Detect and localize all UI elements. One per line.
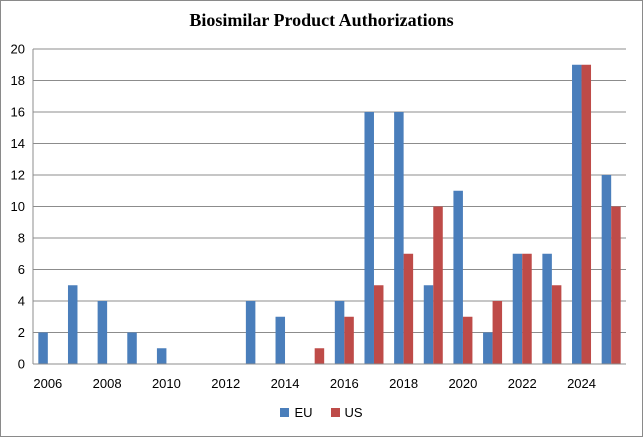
bar-eu — [275, 316, 286, 364]
chart-title: Biosimilar Product Authorizations — [189, 10, 454, 30]
bar-us — [611, 206, 621, 364]
y-tick-label: 16 — [11, 105, 25, 120]
y-tick-label: 4 — [18, 294, 25, 309]
x-tick-label: 2012 — [211, 376, 240, 391]
y-tick-label: 2 — [18, 325, 25, 340]
axes — [32, 49, 626, 365]
legend-swatch-us — [330, 408, 340, 417]
bar-eu — [97, 301, 108, 364]
y-tick-label: 18 — [11, 73, 25, 88]
y-tick-labels: 0 2 4 6 8 10 12 14 16 18 20 — [11, 42, 25, 372]
bar-eu — [127, 332, 137, 364]
bar-eu — [572, 64, 582, 364]
bar-us — [433, 206, 443, 364]
bar-eu — [512, 253, 523, 364]
bar-us — [551, 285, 562, 364]
y-tick-label: 10 — [11, 199, 25, 214]
gridlines — [33, 48, 626, 333]
x-tick-label: 2020 — [448, 376, 477, 391]
bars — [38, 64, 621, 364]
bar-eu — [334, 301, 345, 364]
bar-eu — [364, 112, 374, 364]
legend-item-us: US — [330, 405, 363, 420]
bar-eu — [67, 285, 78, 364]
legend-swatch-eu — [280, 408, 290, 417]
bar-eu — [156, 348, 167, 364]
bar-eu — [245, 301, 256, 364]
x-tick-label: 2024 — [567, 376, 596, 391]
y-tick-label: 14 — [11, 136, 25, 151]
legend: EU US — [0, 405, 643, 420]
bar-us — [373, 285, 384, 364]
y-tick-label: 12 — [11, 168, 25, 183]
x-tick-label: 2008 — [93, 376, 122, 391]
x-tick-label: 2006 — [33, 376, 62, 391]
y-tick-label: 20 — [11, 42, 25, 57]
y-tick-label: 8 — [18, 231, 25, 246]
bar-us — [462, 316, 473, 364]
bar-eu — [542, 253, 552, 364]
x-tick-labels: 2006 2008 2010 2012 2014 2016 2018 2020 2022 2024 — [33, 376, 596, 391]
legend-item-eu: EU — [280, 405, 313, 420]
bar-us — [344, 316, 354, 364]
bar-us — [403, 253, 414, 364]
y-tick-label: 0 — [18, 357, 25, 372]
bar-eu — [38, 332, 48, 364]
legend-label-eu: EU — [294, 405, 313, 420]
bar-eu — [423, 285, 434, 364]
y-tick-label: 6 — [18, 262, 25, 277]
bar-us — [314, 348, 325, 364]
bar-eu — [483, 332, 493, 364]
x-tick-label: 2010 — [152, 376, 181, 391]
bar-us — [522, 253, 532, 364]
x-tick-label: 2022 — [508, 376, 537, 391]
bar-eu — [394, 112, 404, 364]
bar-us — [492, 301, 503, 364]
legend-label-us: US — [344, 405, 363, 420]
bar-eu — [601, 175, 612, 364]
x-tick-label: 2014 — [271, 376, 300, 391]
x-tick-label: 2018 — [389, 376, 418, 391]
bar-us — [581, 64, 592, 364]
x-tick-label: 2016 — [330, 376, 359, 391]
bar-eu — [453, 190, 463, 364]
